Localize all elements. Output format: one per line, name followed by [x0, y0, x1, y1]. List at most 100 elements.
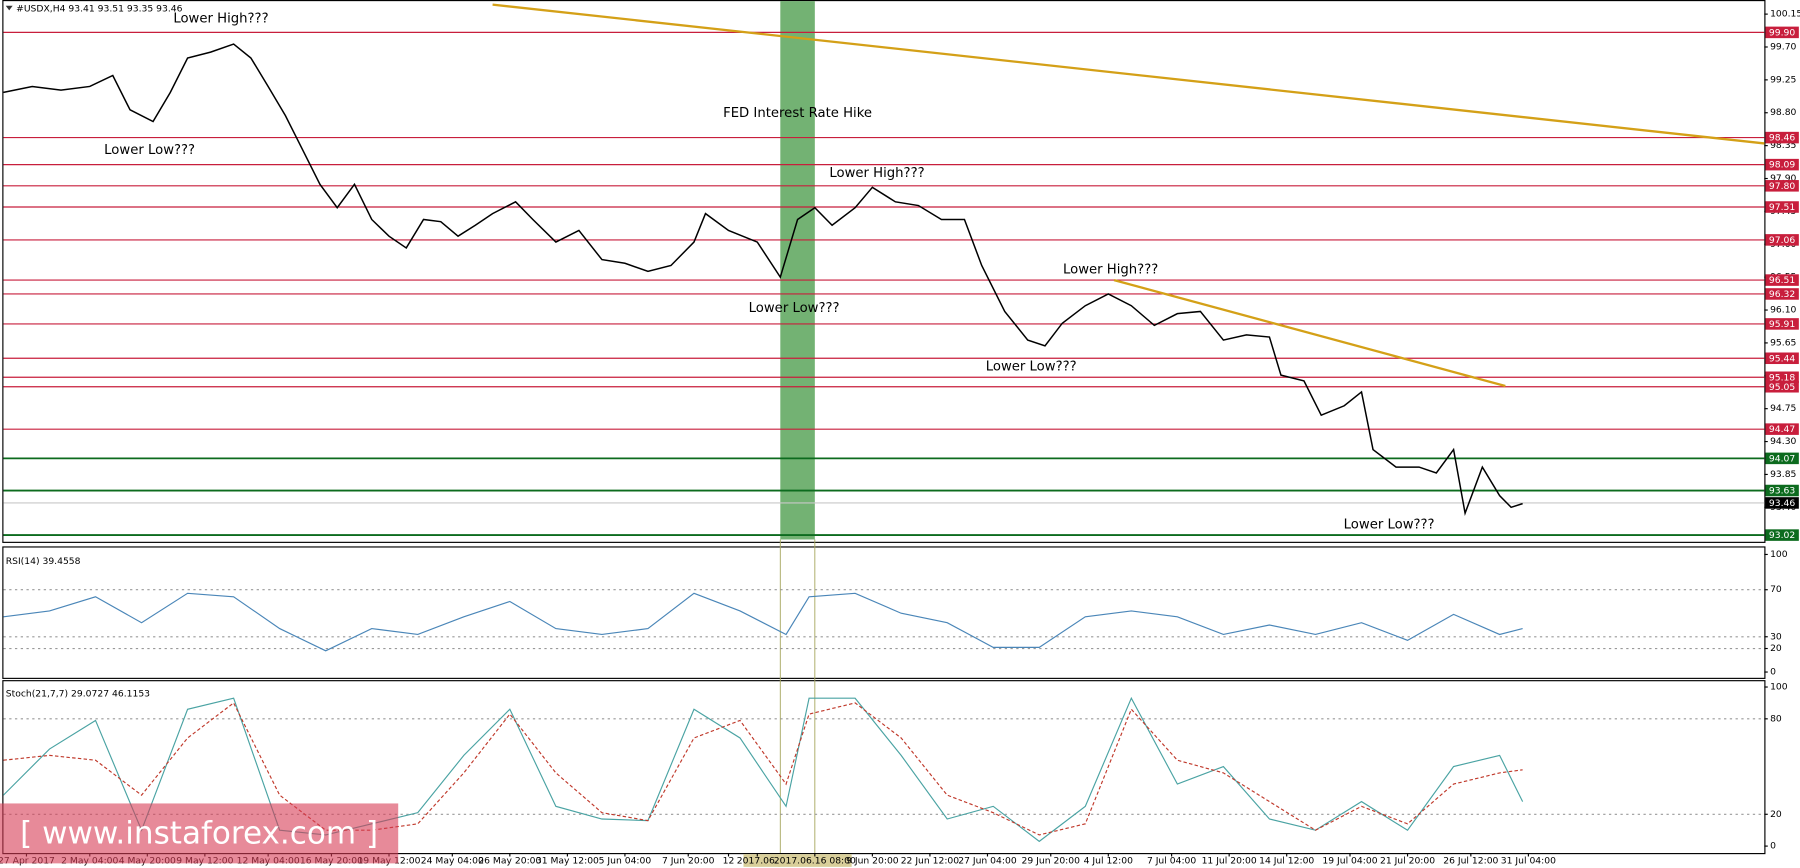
- y-tick-label: 20: [1770, 809, 1782, 820]
- watermark: [ www.instaforex.com ]: [20, 816, 378, 852]
- y-tick-label: 0: [1770, 841, 1776, 852]
- y-tick-label: 99.25: [1770, 74, 1796, 85]
- menu-arrow: [5, 5, 13, 11]
- y-tick-label: 96.10: [1770, 305, 1796, 316]
- x-tick-label: 14 Jul 12:00: [1259, 856, 1314, 867]
- annotation: Lower High???: [1063, 263, 1158, 278]
- x-highlight: [743, 854, 781, 867]
- watermark-box: [0, 803, 399, 864]
- level-label: 99.90: [1769, 27, 1795, 38]
- x-tick-label: 26 Jul 12:00: [1443, 856, 1498, 867]
- annotation: Lower Low???: [986, 360, 1077, 375]
- indicator-title: RSI(14) 39.4558: [6, 556, 81, 567]
- level-label-box: [1765, 201, 1799, 213]
- level-label-box: [1765, 158, 1799, 171]
- level-label: 97.51: [1769, 202, 1795, 213]
- last-price-box: [1765, 497, 1799, 509]
- level-label: 93.02: [1769, 530, 1795, 541]
- y-tick-label: 100: [1770, 682, 1788, 693]
- annotation: Lower High???: [173, 11, 268, 26]
- x-tick-label: 24 May 04:00: [421, 856, 484, 867]
- trendline: [492, 3, 1765, 145]
- main-panel: [2, 0, 1766, 543]
- x-tick-label: 7 Jul 04:00: [1147, 856, 1196, 867]
- x-tick-label: 31 Jul 04:00: [1501, 856, 1556, 867]
- level-label: 95.05: [1769, 382, 1795, 393]
- level-label-box: [1765, 288, 1799, 300]
- y-tick-label: 94.30: [1770, 436, 1796, 447]
- level-label: 97.06: [1769, 235, 1795, 246]
- level-label: 98.09: [1769, 160, 1795, 171]
- level-label: 96.51: [1769, 275, 1795, 286]
- x-tick-label: 11 Jul 20:00: [1202, 856, 1257, 867]
- last-price-label: 93.46: [1769, 498, 1795, 509]
- indicator-line: [3, 702, 1523, 836]
- y-tick-label: 20: [1770, 643, 1782, 654]
- level-label-box: [1765, 234, 1799, 246]
- y-tick-label: 98.35: [1770, 140, 1796, 151]
- level-label-box: [1765, 380, 1799, 393]
- level-label-box: [1765, 371, 1799, 384]
- y-tick-label: 94.75: [1770, 403, 1796, 414]
- level-label: 97.80: [1769, 181, 1795, 192]
- x-tick-label: 5 Jun 04:00: [599, 856, 652, 867]
- level-label: 94.47: [1769, 424, 1795, 435]
- y-tick-label: 100.15: [1770, 9, 1800, 20]
- trendline: [1113, 278, 1506, 388]
- y-tick-label: 80: [1770, 713, 1782, 724]
- price-line: [3, 43, 1523, 517]
- x-tick-label: 21 Jul 20:00: [1380, 856, 1435, 867]
- level-label: 94.07: [1769, 453, 1795, 464]
- y-tick-label: 97.90: [1770, 173, 1796, 184]
- x-tick-label: 4 Jul 12:00: [1084, 856, 1133, 867]
- level-label-box: [1765, 26, 1799, 39]
- indicator-title: Stoch(21,7,7) 29.0727 46.1153: [6, 688, 150, 699]
- event-band: [780, 1, 815, 540]
- level-label-box: [1765, 452, 1799, 465]
- y-tick-label: 100: [1770, 549, 1788, 560]
- level-label-box: [1765, 318, 1799, 330]
- x-tick-label: 26 May 20:00: [478, 856, 541, 867]
- indicator-line: [3, 592, 1523, 652]
- level-label: 95.18: [1769, 372, 1795, 383]
- stoch-panel: [2, 680, 1766, 855]
- annotation: Lower Low???: [749, 301, 840, 316]
- y-tick-label: 99.70: [1770, 41, 1796, 52]
- y-tick-label: 95.65: [1770, 337, 1796, 348]
- x-tick-label: 2017.06.: [737, 856, 778, 867]
- chart-header: #USDX,H4 93.41 93.51 93.35 93.46: [16, 4, 182, 15]
- level-label: 96.32: [1769, 289, 1795, 300]
- annotation: Lower Low???: [104, 143, 195, 158]
- y-tick-label: 98.80: [1770, 107, 1796, 118]
- level-label-box: [1765, 484, 1799, 497]
- level-label: 93.63: [1769, 486, 1795, 497]
- level-label-box: [1765, 274, 1799, 286]
- x-tick-label: 31 May 12:00: [536, 856, 599, 867]
- x-tick-label: 12: [723, 856, 735, 867]
- x-tick-label: 27 Jun 04:00: [958, 856, 1017, 867]
- x-tick-label: 22 Jun 12:00: [901, 856, 960, 867]
- x-tick-label: 29 Jun 20:00: [1022, 856, 1081, 867]
- x-tick-label: 2017.06.16 08:00: [774, 856, 856, 867]
- level-label-box: [1765, 352, 1799, 365]
- y-tick-label: 93.85: [1770, 469, 1796, 480]
- x-tick-label: 9 Jun 20:00: [846, 856, 899, 867]
- level-label-box: [1765, 423, 1799, 435]
- level-label: 95.91: [1769, 319, 1795, 330]
- x-tick-label: 19 Jul 04:00: [1322, 856, 1377, 867]
- x-tick-label: 7 Jun 20:00: [662, 856, 715, 867]
- level-label-box: [1765, 529, 1799, 541]
- annotation: Lower Low???: [1344, 517, 1435, 532]
- level-label-box: [1765, 131, 1799, 144]
- band-label: FED Interest Rate Hike: [723, 106, 872, 121]
- level-label-box: [1765, 180, 1799, 192]
- indicator-line: [3, 696, 1524, 843]
- annotation: Lower High???: [829, 166, 924, 181]
- level-label: 98.46: [1769, 133, 1795, 144]
- x-highlight: [778, 854, 852, 867]
- level-label: 95.44: [1769, 353, 1795, 364]
- y-tick-label: 30: [1770, 631, 1782, 642]
